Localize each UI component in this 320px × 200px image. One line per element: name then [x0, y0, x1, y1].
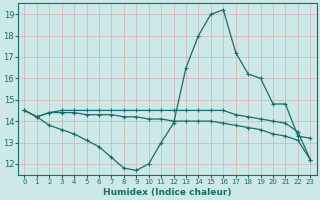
X-axis label: Humidex (Indice chaleur): Humidex (Indice chaleur): [103, 188, 232, 197]
